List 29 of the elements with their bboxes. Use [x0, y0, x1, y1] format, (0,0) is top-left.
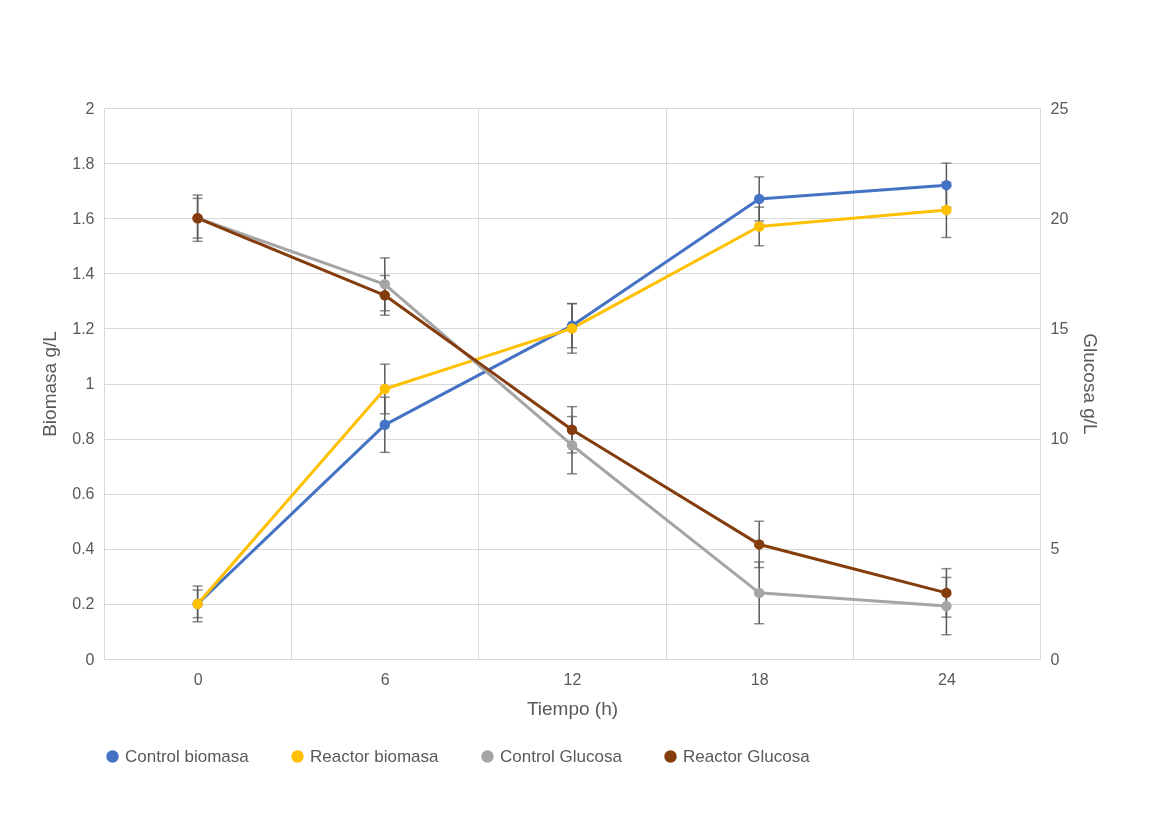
legend-label: Reactor Glucosa — [683, 746, 811, 766]
y2-tick-label: 0 — [1050, 650, 1060, 668]
y-axis-title: Biomasa g/L — [39, 331, 61, 437]
y2-tick-label: 10 — [1050, 430, 1069, 448]
x-axis-title: Tiempo (h) — [526, 697, 619, 719]
y-tick-label: 1.2 — [72, 319, 95, 337]
y2-axis-title: Glucosa g/L — [1080, 333, 1102, 435]
y-tick-label: 1.4 — [72, 264, 95, 282]
x-tick-label: 18 — [750, 670, 769, 688]
y-tick-label: 0.8 — [72, 430, 95, 448]
y2-tick-label: 20 — [1050, 209, 1069, 227]
x-tick-label: 0 — [193, 670, 203, 688]
y-tick-label: 0.6 — [72, 485, 95, 503]
x-tick-label: 12 — [563, 670, 582, 688]
y-tick-label: 0.4 — [72, 540, 95, 558]
y-tick-label: 2 — [85, 99, 95, 117]
legend-label: Control biomasa — [125, 746, 250, 766]
y-tick-label: 1.6 — [72, 209, 95, 227]
x-tick-label: 6 — [380, 670, 390, 688]
y2-tick-label: 25 — [1050, 99, 1069, 117]
x-tick-label: 24 — [938, 670, 956, 688]
y-tick-label: 0 — [85, 650, 95, 668]
legend-label: Control Glucosa — [500, 746, 623, 766]
y-tick-label: 1 — [85, 375, 95, 392]
y2-tick-label: 15 — [1050, 319, 1069, 337]
y-tick-label: 0.2 — [72, 595, 95, 613]
y2-tick-label: 5 — [1050, 540, 1060, 558]
y-tick-label: 1.8 — [72, 154, 95, 172]
legend-label: Reactor biomasa — [310, 746, 440, 766]
